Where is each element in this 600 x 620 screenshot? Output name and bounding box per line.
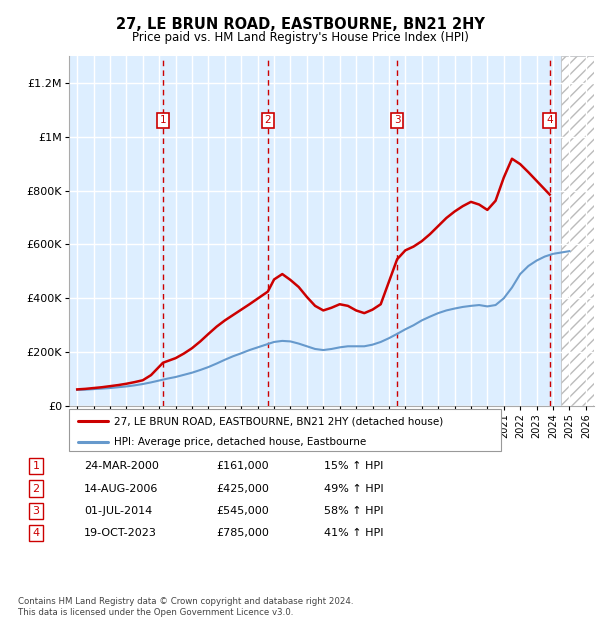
- Text: £161,000: £161,000: [216, 461, 269, 471]
- Text: 4: 4: [547, 115, 553, 125]
- Text: 41% ↑ HPI: 41% ↑ HPI: [324, 528, 383, 538]
- Text: 27, LE BRUN ROAD, EASTBOURNE, BN21 2HY (detached house): 27, LE BRUN ROAD, EASTBOURNE, BN21 2HY (…: [115, 416, 443, 426]
- Bar: [561, 56, 600, 406]
- Text: 14-AUG-2006: 14-AUG-2006: [84, 484, 158, 494]
- Text: 58% ↑ HPI: 58% ↑ HPI: [324, 506, 383, 516]
- Text: 2: 2: [32, 484, 40, 494]
- Text: 3: 3: [32, 506, 40, 516]
- Text: £785,000: £785,000: [216, 528, 269, 538]
- Text: HPI: Average price, detached house, Eastbourne: HPI: Average price, detached house, East…: [115, 437, 367, 447]
- Text: 49% ↑ HPI: 49% ↑ HPI: [324, 484, 383, 494]
- Text: £425,000: £425,000: [216, 484, 269, 494]
- Text: 3: 3: [394, 115, 400, 125]
- Text: Price paid vs. HM Land Registry's House Price Index (HPI): Price paid vs. HM Land Registry's House …: [131, 31, 469, 44]
- Text: 27, LE BRUN ROAD, EASTBOURNE, BN21 2HY: 27, LE BRUN ROAD, EASTBOURNE, BN21 2HY: [116, 17, 484, 32]
- Text: 4: 4: [32, 528, 40, 538]
- Text: 1: 1: [32, 461, 40, 471]
- Text: 24-MAR-2000: 24-MAR-2000: [84, 461, 159, 471]
- Text: 1: 1: [160, 115, 166, 125]
- Text: 19-OCT-2023: 19-OCT-2023: [84, 528, 157, 538]
- Text: Contains HM Land Registry data © Crown copyright and database right 2024.
This d: Contains HM Land Registry data © Crown c…: [18, 598, 353, 617]
- FancyBboxPatch shape: [69, 409, 501, 451]
- Text: 01-JUL-2014: 01-JUL-2014: [84, 506, 152, 516]
- Text: £545,000: £545,000: [216, 506, 269, 516]
- Text: 15% ↑ HPI: 15% ↑ HPI: [324, 461, 383, 471]
- Text: 2: 2: [265, 115, 271, 125]
